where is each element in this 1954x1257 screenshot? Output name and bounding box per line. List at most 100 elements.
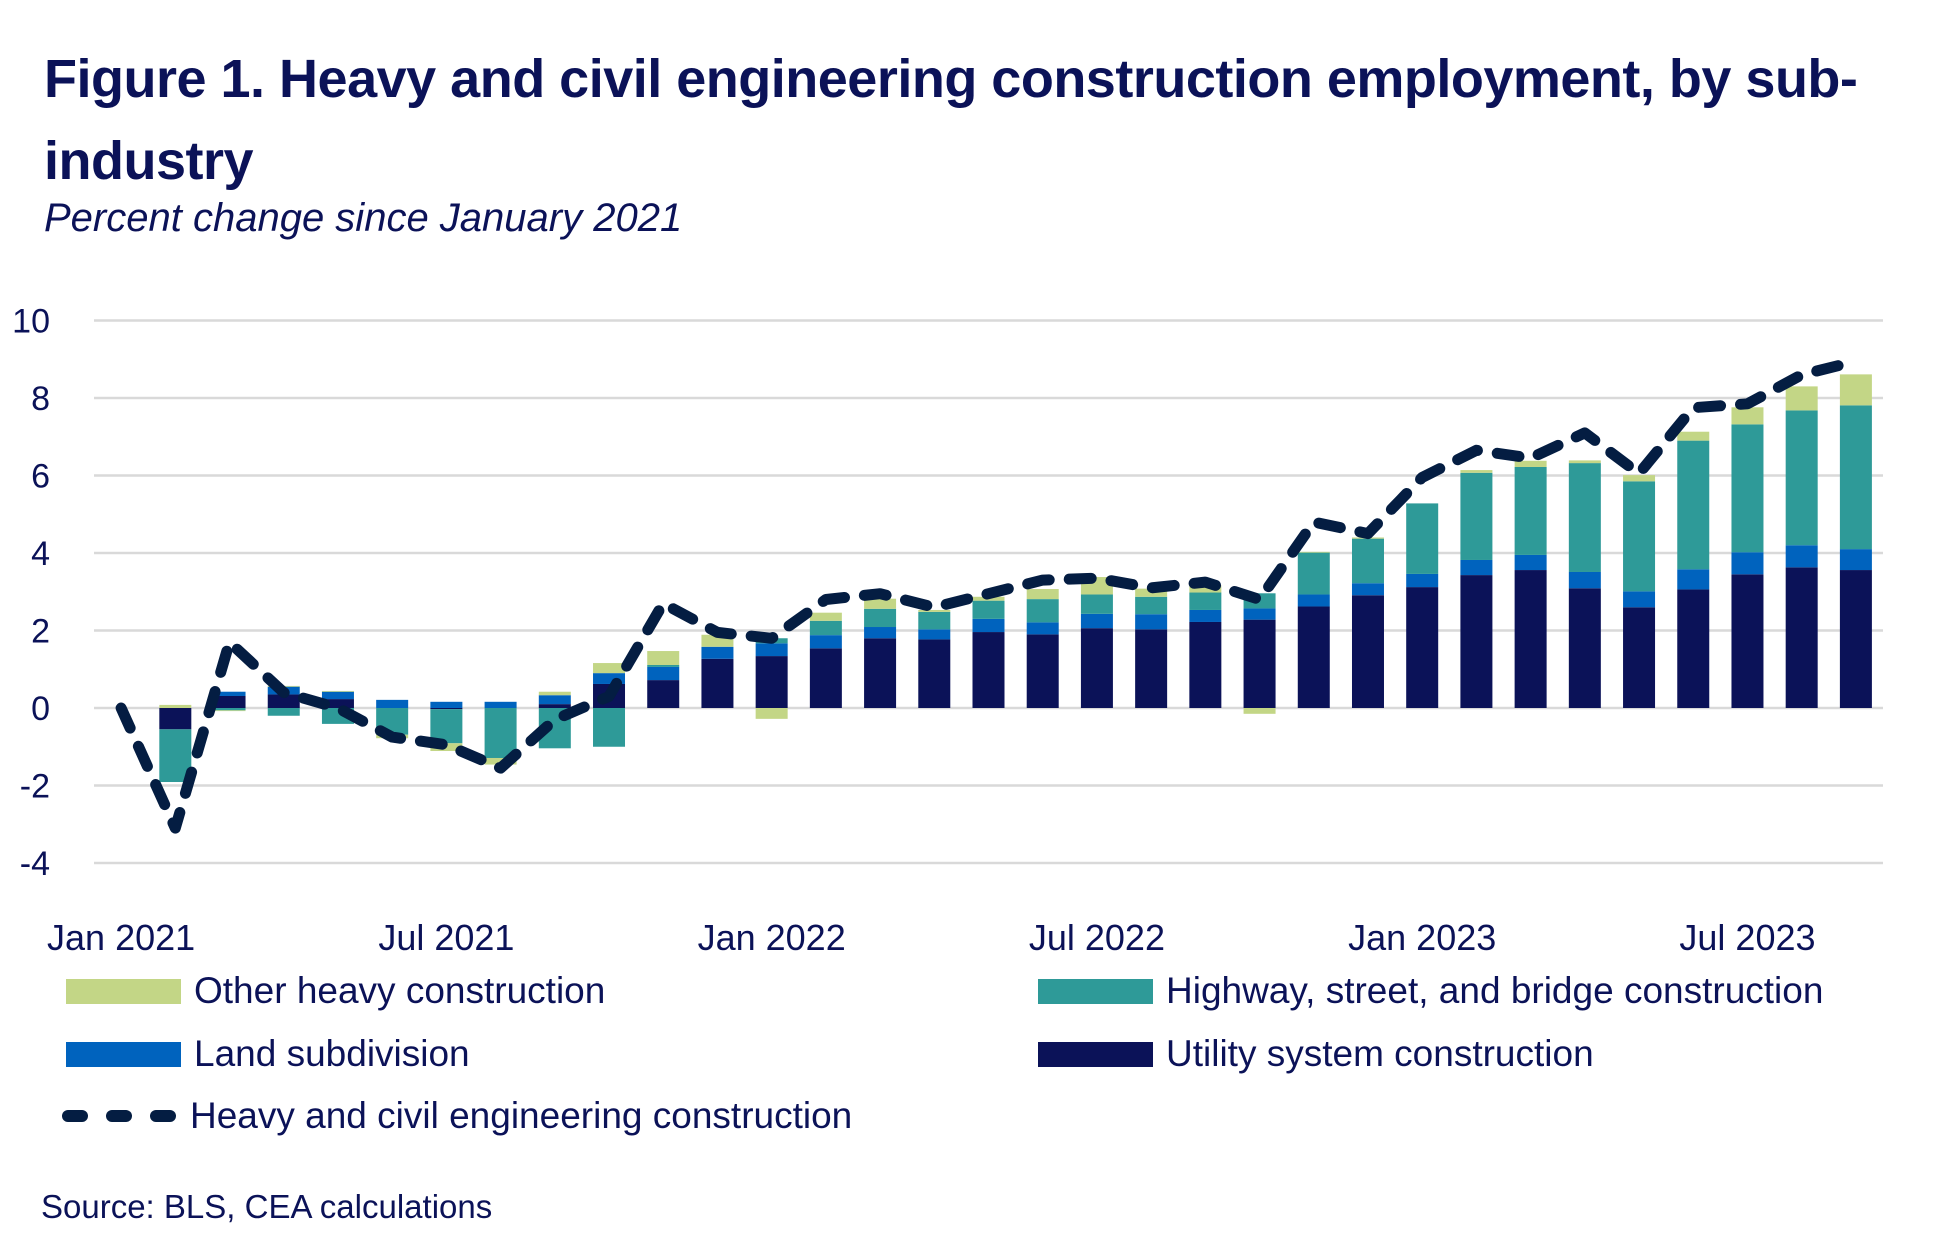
bar-segment-highway xyxy=(1460,472,1493,560)
legend-item-other: Other heavy construction xyxy=(66,970,606,1011)
legend-item-utility: Utility system construction xyxy=(1038,1033,1594,1074)
bar-segment-highway xyxy=(918,611,951,630)
bar-segment-land xyxy=(1026,622,1059,635)
bar-segment-land xyxy=(1189,609,1222,622)
y-tick-label: 8 xyxy=(31,380,50,418)
total-line xyxy=(115,355,1862,834)
bar-segment-other xyxy=(755,708,788,719)
bar-segment-highway xyxy=(1406,503,1439,574)
bar-segment-other xyxy=(159,704,192,708)
bar-segment-highway xyxy=(1677,440,1710,570)
bar-segment-land xyxy=(1731,552,1764,575)
bar-segment-utility xyxy=(1460,575,1493,708)
bar-segment-land xyxy=(1568,571,1601,589)
bar-segment-land xyxy=(1406,573,1439,588)
bar-segment-utility xyxy=(1839,570,1872,708)
bar-segment-land xyxy=(430,701,463,708)
bar-segment-land xyxy=(1785,545,1818,568)
y-tick-label: 6 xyxy=(31,458,50,496)
bar-segment-other xyxy=(321,690,354,692)
total-line-path xyxy=(115,355,1862,834)
bar-segment-highway xyxy=(213,708,246,711)
bar-segment-land xyxy=(1460,559,1493,576)
legend-item-total: Heavy and civil engineering construction xyxy=(62,1095,853,1136)
bar-segment-highway xyxy=(809,620,842,636)
bar-segment-land xyxy=(1677,569,1710,590)
bar-segment-utility xyxy=(1568,588,1601,708)
bar-segment-land xyxy=(538,695,571,705)
stacked-bar-chart: -4 -2 0 2 4 6 8 10 Jan 2021 Jul 2021 Jan 2022 Jul … xyxy=(12,303,1883,958)
bar-segment-highway xyxy=(430,709,463,744)
bar-segment-utility xyxy=(1623,607,1656,708)
legend-swatch-highway xyxy=(1038,978,1153,1004)
bar-segment-utility xyxy=(1135,629,1168,708)
legend-label-highway: Highway, street, and bridge construction xyxy=(1166,970,1824,1011)
chart-title: Figure 1. Heavy and civil engineering co… xyxy=(44,49,1858,191)
bar-segment-utility xyxy=(918,639,951,708)
x-axis-ticks: Jan 2021 Jul 2021 Jan 2022 Jul 2022 Jan 2023… xyxy=(47,917,1815,958)
bar-segment-utility xyxy=(321,699,354,708)
bar-segment-other xyxy=(1677,431,1710,441)
bar-segment-highway xyxy=(1135,596,1168,615)
bar-segment-land xyxy=(864,627,897,639)
bar-segment-utility xyxy=(430,708,463,710)
bar-segment-land xyxy=(701,646,734,659)
bar-segment-utility xyxy=(1514,570,1547,708)
bar-segment-utility xyxy=(809,648,842,708)
bar-segment-utility xyxy=(159,708,192,730)
legend-label-utility: Utility system construction xyxy=(1166,1033,1594,1074)
bar-segment-land xyxy=(1514,554,1547,571)
bar-segment-land xyxy=(1243,608,1276,620)
bar-segment-other xyxy=(1189,585,1222,593)
bar-segment-utility xyxy=(1243,619,1276,708)
y-tick-label: 2 xyxy=(31,613,50,651)
y-tick-label: 4 xyxy=(31,535,50,573)
bar-segment-land xyxy=(918,629,951,640)
bar-segment-highway xyxy=(1351,538,1384,584)
bar-segment-utility xyxy=(755,656,788,708)
bar-segment-highway xyxy=(1839,405,1872,550)
chart-subtitle: Percent change since January 2021 xyxy=(44,196,683,240)
bar-segment-land xyxy=(1623,591,1656,608)
bar-segment-utility xyxy=(972,632,1005,708)
bar-segment-other xyxy=(1514,460,1547,467)
y-tick-label: 10 xyxy=(12,303,50,341)
bar-segment-land xyxy=(376,699,409,708)
bar-segment-land xyxy=(593,673,626,684)
bar-segment-utility xyxy=(647,680,680,708)
source-note: Source: BLS, CEA calculations xyxy=(41,1188,493,1225)
bar-segment-other xyxy=(1243,708,1276,714)
bar-segment-land xyxy=(972,618,1005,633)
bar-segment-other xyxy=(1731,407,1764,425)
bar-segment-other xyxy=(809,612,842,621)
bar-segment-highway xyxy=(1623,481,1656,592)
bar-segment-land xyxy=(809,635,842,649)
bar-segment-utility xyxy=(1785,567,1818,708)
bar-segment-utility xyxy=(1351,595,1384,708)
legend-label-other: Other heavy construction xyxy=(194,970,606,1011)
bar-segment-utility xyxy=(1026,634,1059,708)
bar-segment-land xyxy=(1135,614,1168,630)
bar-segment-other xyxy=(1568,460,1601,464)
legend-item-highway: Highway, street, and bridge construction xyxy=(1038,970,1824,1011)
bar-segment-utility xyxy=(1731,574,1764,708)
bar-segment-highway xyxy=(1568,463,1601,572)
x-tick-label: Jul 2023 xyxy=(1679,917,1815,958)
bar-segment-utility xyxy=(701,658,734,708)
bar-segment-other xyxy=(1297,551,1330,553)
bar-segment-other xyxy=(213,710,246,712)
legend-swatch-utility xyxy=(1038,1041,1153,1067)
bar-segment-other xyxy=(1623,475,1656,482)
bar-segment-highway xyxy=(1785,410,1818,546)
legend-label-total: Heavy and civil engineering construction xyxy=(190,1095,853,1136)
bar-segment-highway xyxy=(484,708,517,758)
x-tick-label: Jan 2023 xyxy=(1348,917,1496,958)
bar-segment-highway xyxy=(1189,592,1222,610)
bar-segment-utility xyxy=(1189,621,1222,708)
bar-segment-highway xyxy=(267,708,300,716)
bar-segment-land xyxy=(647,666,680,681)
bar-segment-highway xyxy=(1026,599,1059,623)
bar-segment-highway xyxy=(1514,466,1547,555)
y-axis-ticks: -4 -2 0 2 4 6 8 10 xyxy=(12,303,50,884)
x-tick-label: Jul 2021 xyxy=(378,917,514,958)
